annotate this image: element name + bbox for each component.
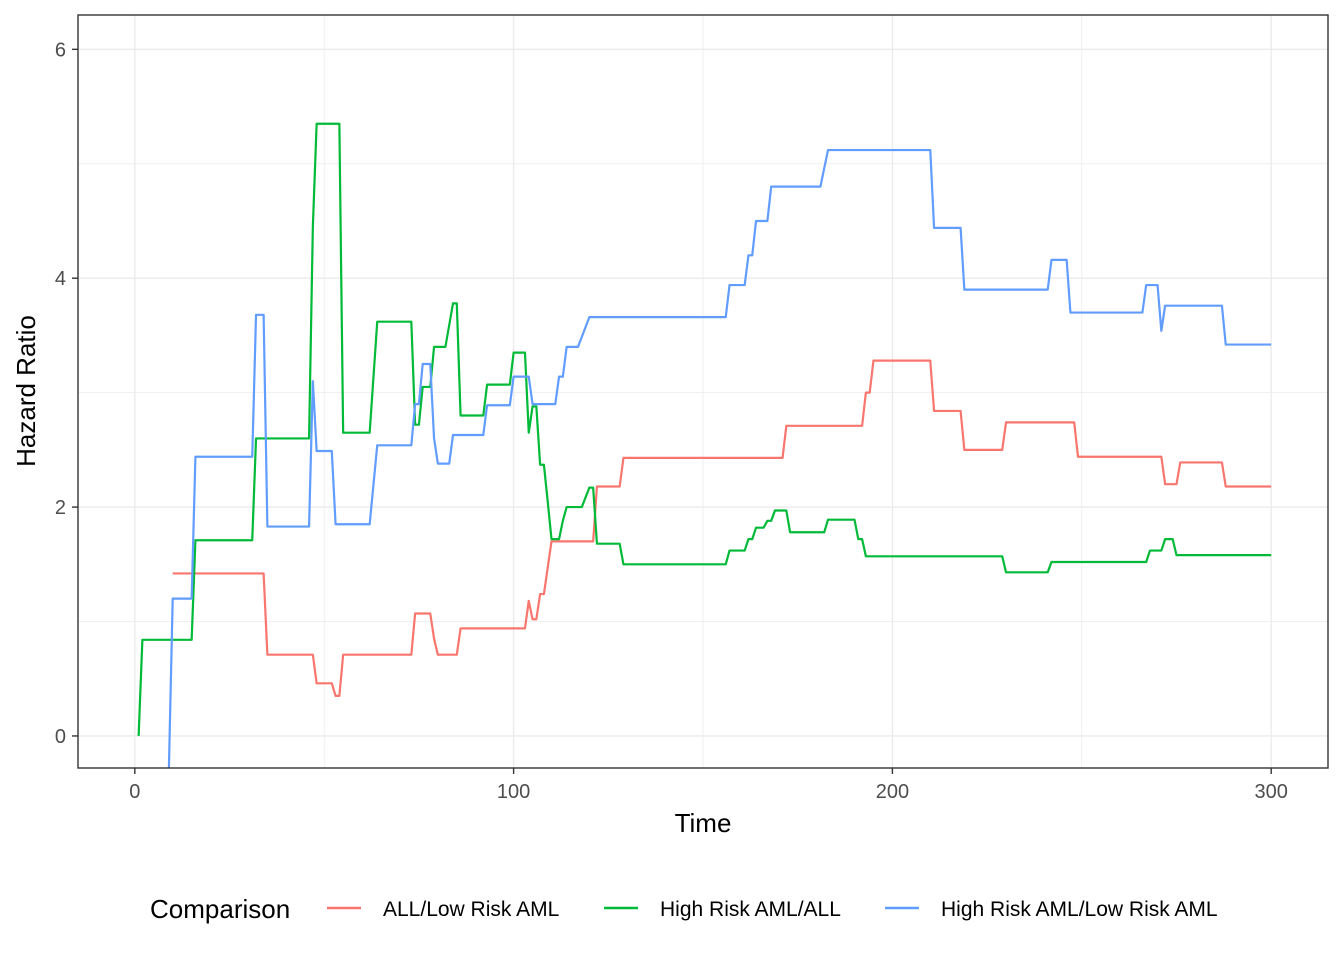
y-axis-title: Hazard Ratio (11, 315, 41, 467)
legend: Comparison ALL/Low Risk AML High Risk AML… (150, 894, 1218, 924)
y-tick-label: 0 (55, 726, 66, 748)
legend-title: Comparison (150, 894, 290, 924)
x-tick-label: 300 (1254, 781, 1287, 803)
series-lines (137, 122, 1272, 769)
plot-border (77, 14, 1329, 769)
legend-label-1: High Risk AML/ALL (660, 898, 841, 921)
y-tick-label: 4 (55, 268, 66, 290)
legend-label-0: ALL/Low Risk AML (383, 898, 559, 921)
y-tick-label: 6 (55, 39, 66, 61)
series-line-2 (167, 148, 1272, 769)
x-axis: 0 100 200 300 (129, 768, 1288, 803)
legend-label-2: High Risk AML/Low Risk AML (941, 898, 1218, 921)
gridlines (78, 15, 1328, 768)
x-tick-label: 200 (876, 781, 909, 803)
x-tick-label: 0 (129, 781, 140, 803)
x-axis-title: Time (675, 808, 732, 838)
series-line-1 (137, 122, 1272, 737)
y-tick-label: 2 (55, 497, 66, 519)
y-axis: 0 2 4 6 (55, 39, 78, 748)
x-tick-label: 100 (497, 781, 530, 803)
